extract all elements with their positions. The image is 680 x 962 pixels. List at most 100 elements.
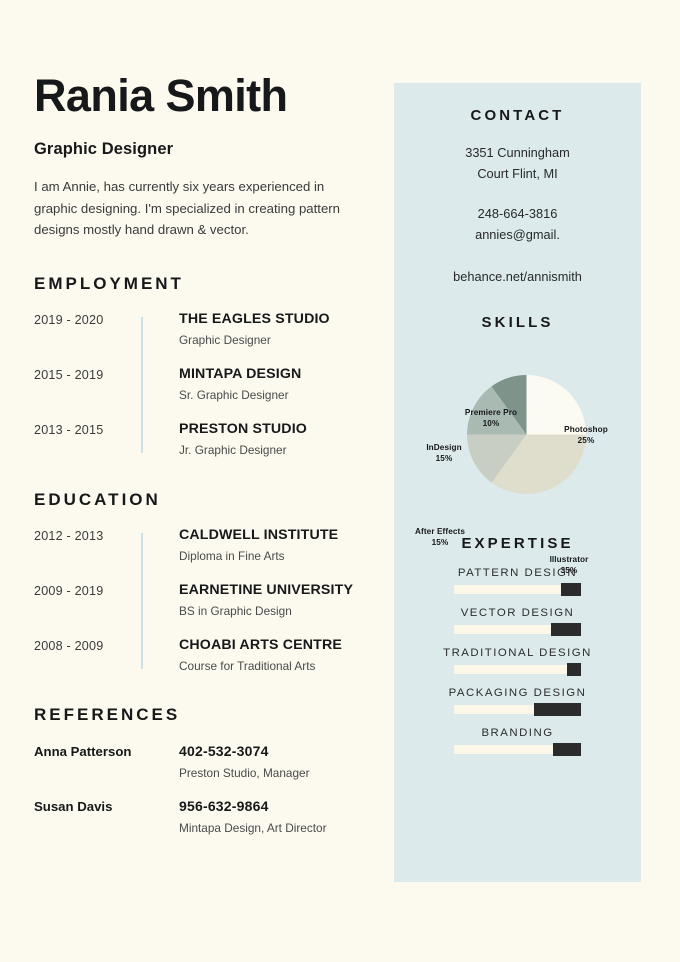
- references-heading: REFERENCES: [34, 705, 181, 725]
- contact-phone-email: 248-664-3816 annies@gmail.: [394, 204, 641, 245]
- expertise-item: PATTERN DESIGN: [394, 566, 641, 596]
- contact-heading: CONTACT: [470, 107, 565, 124]
- timeline-entry: 2013 - 2015 PRESTON STUDIO Jr. Graphic Des…: [34, 421, 379, 457]
- contact-website: behance.net/annismith: [453, 268, 582, 284]
- expertise-item: TRADITIONAL DESIGN: [394, 647, 641, 676]
- resume-left-column: Rania Smith Graphic Designer I am Annie,…: [34, 70, 379, 836]
- pie-label-value: 15%: [431, 538, 449, 548]
- entry-body: CHOABI ARTS CENTRE Course for Traditional…: [141, 637, 342, 673]
- pie-label-value: 15%: [435, 454, 453, 464]
- job-title: Graphic Designer: [34, 140, 174, 159]
- expertise-list: PATTERN DESIGN VECTOR DESIGN TRADITIONAL D…: [394, 566, 641, 756]
- pie-label-value: 35%: [560, 566, 578, 576]
- entry-role: Course for Traditional Arts: [179, 659, 316, 674]
- skills-heading: SKILLS: [481, 313, 554, 331]
- entry-organization: PRESTON STUDIO: [179, 421, 307, 438]
- entry-organization: THE EAGLES STUDIO: [179, 311, 330, 328]
- pie-label-name: Premiere Pro: [464, 407, 518, 417]
- reference-body: 402-532-3074 Preston Studio, Manager: [179, 743, 310, 780]
- entry-dates: 2009 - 2019: [34, 584, 104, 599]
- expertise-label: PATTERN DESIGN: [457, 566, 578, 579]
- expertise-slider-knob[interactable]: [534, 702, 581, 716]
- skills-pie-chart: Premiere Pro 10% Photoshop 25% InDesign …: [394, 339, 641, 575]
- pie-label-illustrator: Illustrator 35%: [528, 554, 610, 578]
- reference-body: 956-632-9864 Mintapa Design, Art Director: [179, 798, 327, 835]
- entry-organization: CALDWELL INSTITUTE: [179, 527, 339, 544]
- contact-address-line: Court Flint, MI: [477, 165, 558, 181]
- reference-phone: 956-632-9864: [179, 798, 269, 815]
- employment-list: 2019 - 2020 THE EAGLES STUDIO Graphic Desi…: [34, 311, 379, 457]
- entry-organization: EARNETINE UNIVERSITY: [179, 582, 354, 599]
- pie-graphic: [467, 374, 586, 494]
- reference-company: Preston Studio, Manager: [179, 766, 310, 781]
- expertise-label: BRANDING: [481, 726, 554, 739]
- pie-label-name: Illustrator: [549, 554, 589, 564]
- entry-role: Diploma in Fine Arts: [179, 549, 285, 564]
- entry-dates: 2008 - 2009: [34, 639, 104, 654]
- expertise-slider-track[interactable]: [454, 742, 581, 756]
- expertise-slider-track[interactable]: [454, 662, 581, 676]
- expertise-slider-knob[interactable]: [553, 742, 581, 756]
- contact-email: annies@gmail.: [475, 227, 560, 243]
- reference-entry: Susan Davis 956-632-9864 Mintapa Design, A…: [34, 798, 379, 835]
- employment-section: EMPLOYMENT 2019 - 2020 THE EAGLES STUDIO G…: [34, 274, 379, 457]
- entry-body: THE EAGLES STUDIO Graphic Designer: [141, 311, 330, 347]
- timeline-entry: 2008 - 2009 CHOABI ARTS CENTRE Course for …: [34, 637, 379, 673]
- pie-label-name: InDesign: [426, 442, 462, 452]
- education-heading: EDUCATION: [34, 490, 161, 510]
- expertise-item: VECTOR DESIGN: [394, 606, 641, 636]
- reference-entry: Anna Patterson 402-532-3074 Preston Studio…: [34, 743, 379, 780]
- education-section: EDUCATION 2012 - 2013 CALDWELL INSTITUTE D…: [34, 490, 379, 673]
- expertise-slider-knob[interactable]: [550, 622, 581, 636]
- expertise-item: BRANDING: [394, 726, 641, 756]
- reference-company: Mintapa Design, Art Director: [179, 821, 327, 836]
- entry-role: Jr. Graphic Designer: [179, 443, 287, 458]
- contact-phone: 248-664-3816: [477, 206, 558, 222]
- expertise-label: PACKAGING DESIGN: [448, 686, 587, 699]
- expertise-label: VECTOR DESIGN: [460, 606, 575, 619]
- entry-dates: 2015 - 2019: [34, 368, 104, 383]
- entry-body: EARNETINE UNIVERSITY BS in Graphic Design: [141, 582, 353, 618]
- pie-label-value: 10%: [482, 419, 500, 429]
- expertise-heading: EXPERTISE: [461, 534, 574, 552]
- employment-heading: EMPLOYMENT: [34, 274, 184, 294]
- entry-dates: 2019 - 2020: [34, 313, 104, 328]
- entry-organization: CHOABI ARTS CENTRE: [179, 637, 342, 654]
- entry-body: PRESTON STUDIO Jr. Graphic Designer: [141, 421, 307, 457]
- education-list: 2012 - 2013 CALDWELL INSTITUTE Diploma in …: [34, 527, 379, 673]
- timeline-entry: 2009 - 2019 EARNETINE UNIVERSITY BS in Gra…: [34, 582, 379, 618]
- entry-dates: 2012 - 2013: [34, 529, 104, 544]
- entry-dates: 2013 - 2015: [34, 423, 104, 438]
- pie-label-value: 25%: [577, 436, 595, 446]
- profile-summary: I am Annie, has currently six years expe…: [34, 179, 341, 237]
- expertise-slider-knob[interactable]: [567, 662, 581, 676]
- timeline-entry: 2019 - 2020 THE EAGLES STUDIO Graphic Desi…: [34, 311, 379, 347]
- entry-body: MINTAPA DESIGN Sr. Graphic Designer: [141, 366, 301, 402]
- page-title: Rania Smith: [34, 70, 288, 121]
- expertise-slider-track[interactable]: [454, 582, 581, 596]
- reference-name: Susan Davis: [34, 799, 113, 815]
- pie-label-indesign: InDesign 15%: [408, 442, 480, 466]
- timeline-entry: 2012 - 2013 CALDWELL INSTITUTE Diploma in …: [34, 527, 379, 563]
- references-list: Anna Patterson 402-532-3074 Preston Studio…: [34, 743, 379, 835]
- expertise-slider-track[interactable]: [454, 622, 581, 636]
- entry-role: Sr. Graphic Designer: [179, 388, 289, 403]
- contact-address-line: 3351 Cunningham: [465, 145, 570, 160]
- expertise-slider-track[interactable]: [454, 702, 581, 716]
- entry-organization: MINTAPA DESIGN: [179, 366, 302, 383]
- expertise-item: PACKAGING DESIGN: [394, 686, 641, 716]
- pie-label-name: After Effects: [415, 526, 465, 536]
- pie-label-after-effects: After Effects 15%: [398, 526, 482, 550]
- pie-label-premiere-pro: Premiere Pro 10%: [451, 407, 531, 431]
- timeline-entry: 2015 - 2019 MINTAPA DESIGN Sr. Graphic Des…: [34, 366, 379, 402]
- reference-name: Anna Patterson: [34, 744, 132, 760]
- entry-role: BS in Graphic Design: [179, 604, 292, 619]
- pie-label-name: Photoshop: [564, 424, 608, 434]
- contact-address: 3351 Cunningham Court Flint, MI: [394, 143, 641, 184]
- entry-body: CALDWELL INSTITUTE Diploma in Fine Arts: [141, 527, 338, 563]
- pie-label-photoshop: Photoshop 25%: [546, 424, 626, 448]
- entry-role: Graphic Designer: [179, 333, 271, 348]
- resume-right-panel: CONTACT 3351 Cunningham Court Flint, MI 2…: [394, 83, 641, 882]
- references-section: REFERENCES Anna Patterson 402-532-3074 Pre…: [34, 705, 379, 835]
- expertise-slider-knob[interactable]: [560, 582, 581, 596]
